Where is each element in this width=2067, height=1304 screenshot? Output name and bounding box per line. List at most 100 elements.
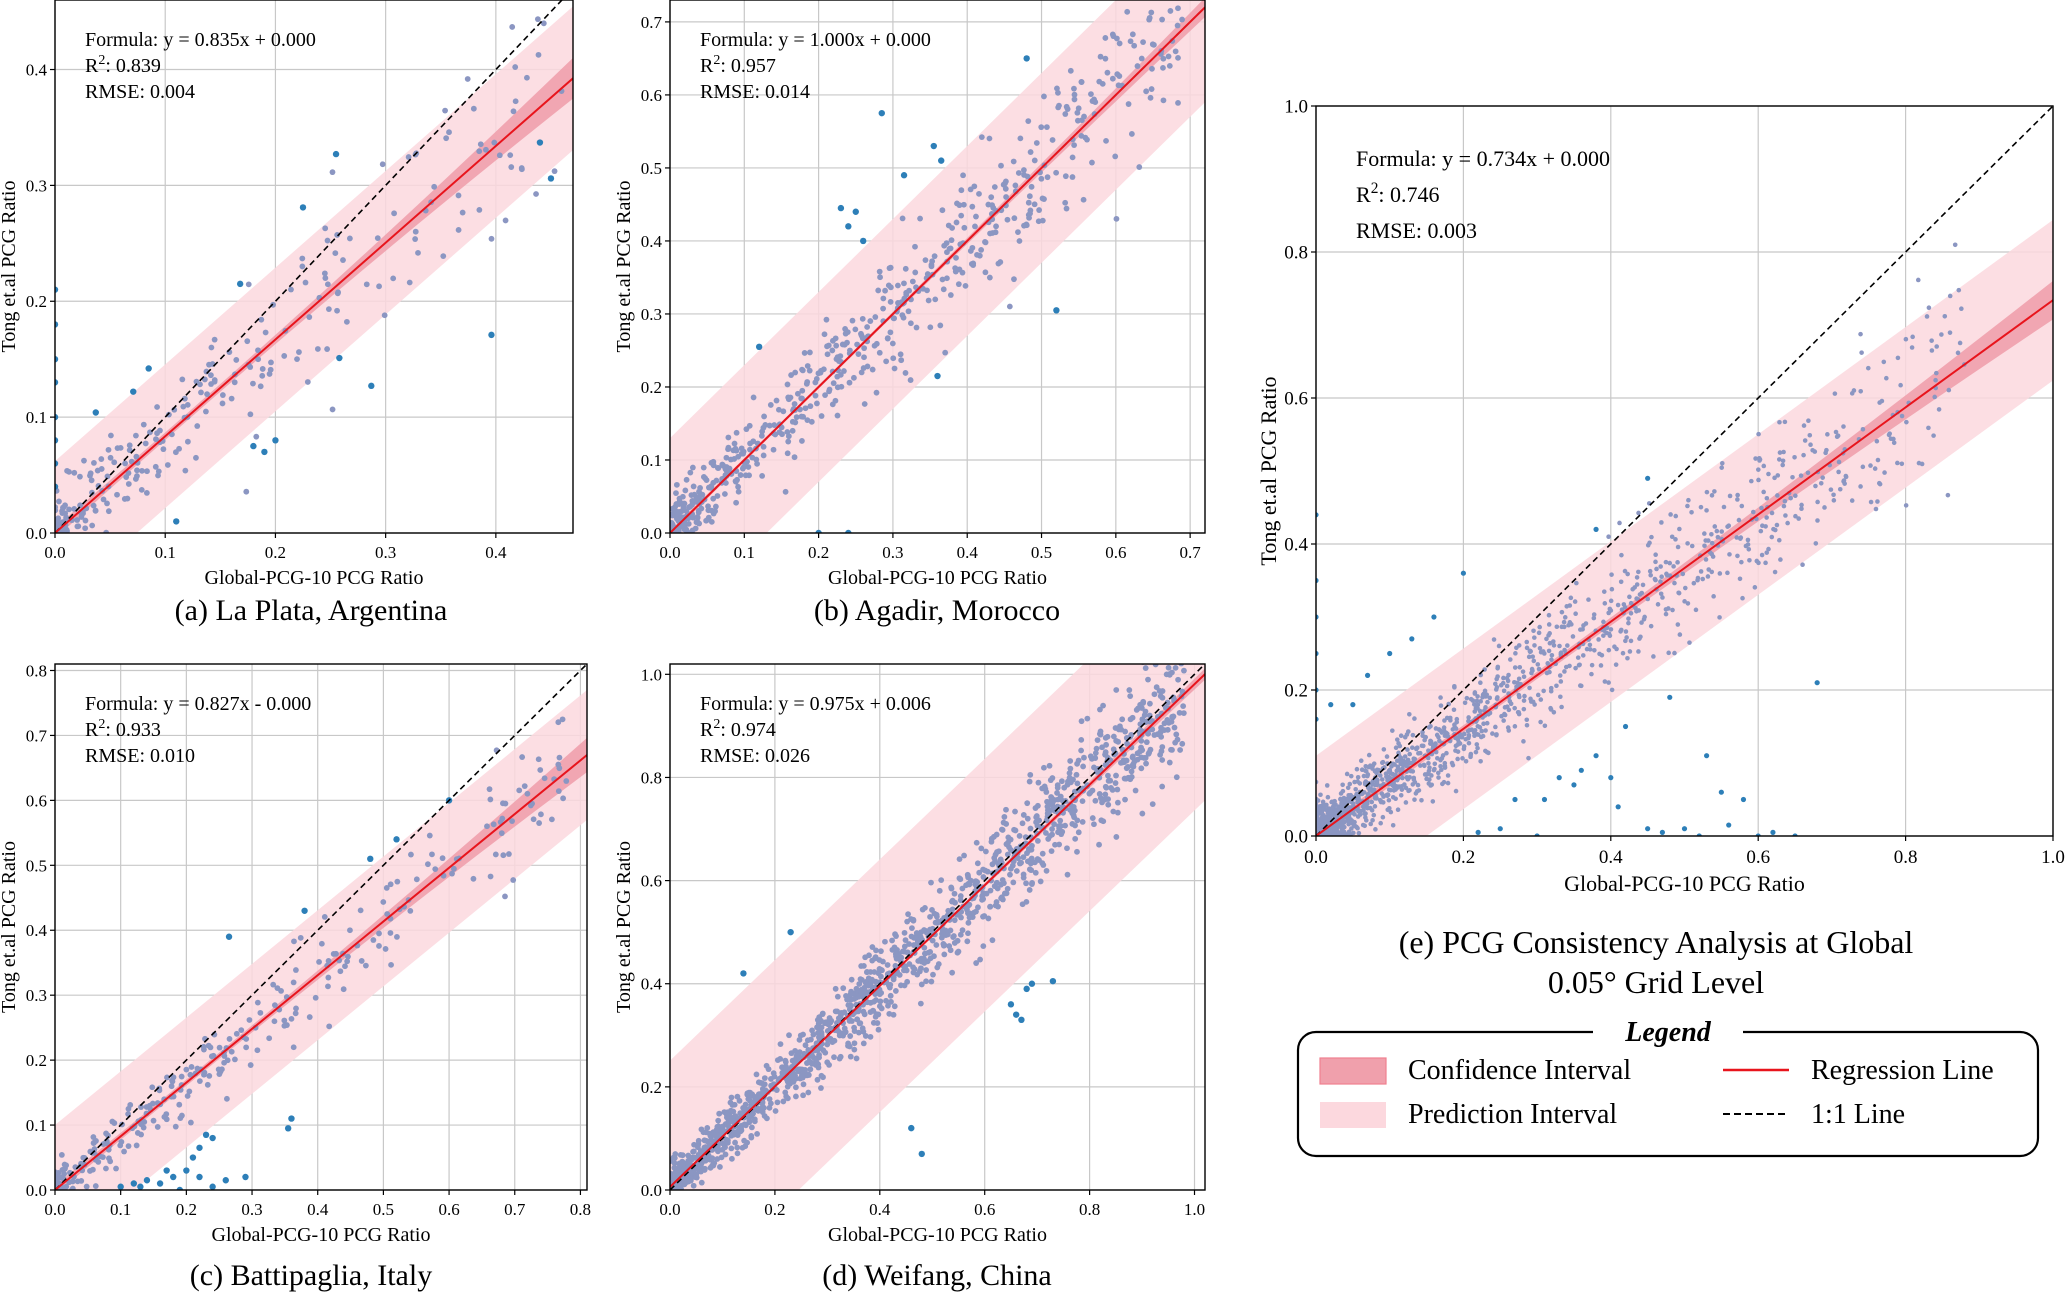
data-point: [506, 851, 512, 857]
data-point: [1764, 550, 1770, 555]
data-point: [995, 903, 1001, 910]
data-point: [1868, 499, 1874, 505]
data-point: [1956, 287, 1962, 293]
data-point: [267, 366, 274, 373]
data-point: [674, 1168, 681, 1174]
data-point: [998, 895, 1005, 902]
data-point: [1020, 854, 1027, 861]
data-point: [1010, 879, 1017, 886]
data-point: [1031, 157, 1038, 164]
data-point: [1379, 777, 1385, 782]
data-point: [873, 340, 880, 347]
data-point: [864, 324, 871, 330]
data-point: [201, 1071, 207, 1078]
data-point: [834, 412, 841, 419]
data-point: [970, 262, 977, 269]
data-point: [491, 139, 498, 146]
data-point: [166, 411, 172, 418]
data-point: [176, 1101, 183, 1108]
data-point: [1403, 800, 1409, 805]
data-point: [876, 1003, 883, 1010]
data-point: [1698, 569, 1704, 574]
data-point: [1775, 493, 1780, 498]
data-point: [1739, 559, 1744, 565]
data-point: [1093, 745, 1100, 752]
data-point: [1361, 807, 1366, 813]
data-point: [692, 525, 699, 532]
data-point: [1778, 557, 1783, 562]
outlier-point: [1667, 694, 1673, 700]
data-point: [1048, 848, 1055, 855]
data-point: [1105, 777, 1112, 784]
data-point: [1378, 773, 1383, 778]
data-point: [737, 472, 744, 478]
data-point: [1623, 629, 1629, 634]
data-point: [1546, 622, 1552, 627]
data-point: [928, 879, 934, 886]
x-tick-label: 0.4: [957, 543, 979, 562]
data-point: [883, 358, 890, 365]
data-point: [735, 483, 741, 490]
data-point: [1137, 701, 1144, 708]
data-point: [1618, 579, 1624, 585]
data-point: [1348, 818, 1354, 824]
data-point: [759, 1109, 766, 1115]
data-point: [290, 979, 297, 986]
data-point: [670, 521, 676, 528]
data-point: [1601, 589, 1607, 594]
data-point: [271, 1002, 278, 1009]
data-point: [1683, 585, 1688, 591]
data-point: [765, 1066, 772, 1073]
data-point: [937, 322, 944, 329]
data-point: [563, 778, 570, 784]
data-point: [818, 413, 825, 419]
data-point: [759, 1104, 765, 1111]
data-point: [380, 899, 387, 905]
data-point: [262, 329, 269, 336]
data-point: [901, 943, 908, 950]
data-point: [861, 345, 868, 352]
data-point: [1504, 683, 1510, 689]
data-point: [1607, 606, 1613, 612]
data-point: [172, 1123, 179, 1130]
data-point: [1601, 633, 1606, 638]
one-to-one-line: [55, 0, 563, 533]
data-point: [918, 981, 925, 988]
data-point: [1333, 802, 1338, 807]
data-point: [1496, 643, 1502, 649]
data-point: [1393, 745, 1399, 751]
data-point: [1495, 674, 1500, 679]
data-point: [674, 515, 680, 522]
data-point: [921, 944, 928, 951]
outlier-point: [209, 1183, 216, 1190]
data-point: [808, 418, 815, 425]
data-point: [1494, 732, 1499, 738]
data-point: [899, 215, 906, 222]
data-point: [1877, 400, 1882, 405]
data-point: [1010, 158, 1017, 165]
data-point: [1323, 819, 1329, 824]
data-point: [1069, 821, 1076, 827]
data-point: [322, 225, 329, 232]
data-point: [1012, 182, 1019, 189]
data-point: [959, 927, 966, 934]
data-point: [429, 851, 435, 858]
data-point: [1785, 520, 1790, 526]
data-point: [692, 1154, 699, 1161]
data-point: [1516, 676, 1522, 682]
data-point: [1693, 607, 1699, 613]
data-point: [1038, 124, 1045, 131]
data-point: [257, 1009, 264, 1016]
outlier-point: [852, 208, 859, 215]
data-point: [704, 1125, 711, 1131]
data-point: [698, 1179, 705, 1186]
data-point: [1477, 725, 1483, 730]
data-point: [1043, 789, 1050, 795]
data-point: [985, 915, 992, 922]
data-point: [1658, 591, 1664, 597]
outlier-point: [393, 836, 400, 843]
data-point: [1149, 801, 1156, 807]
data-point: [1485, 699, 1490, 705]
data-point: [671, 1160, 678, 1167]
data-point: [1092, 797, 1099, 804]
